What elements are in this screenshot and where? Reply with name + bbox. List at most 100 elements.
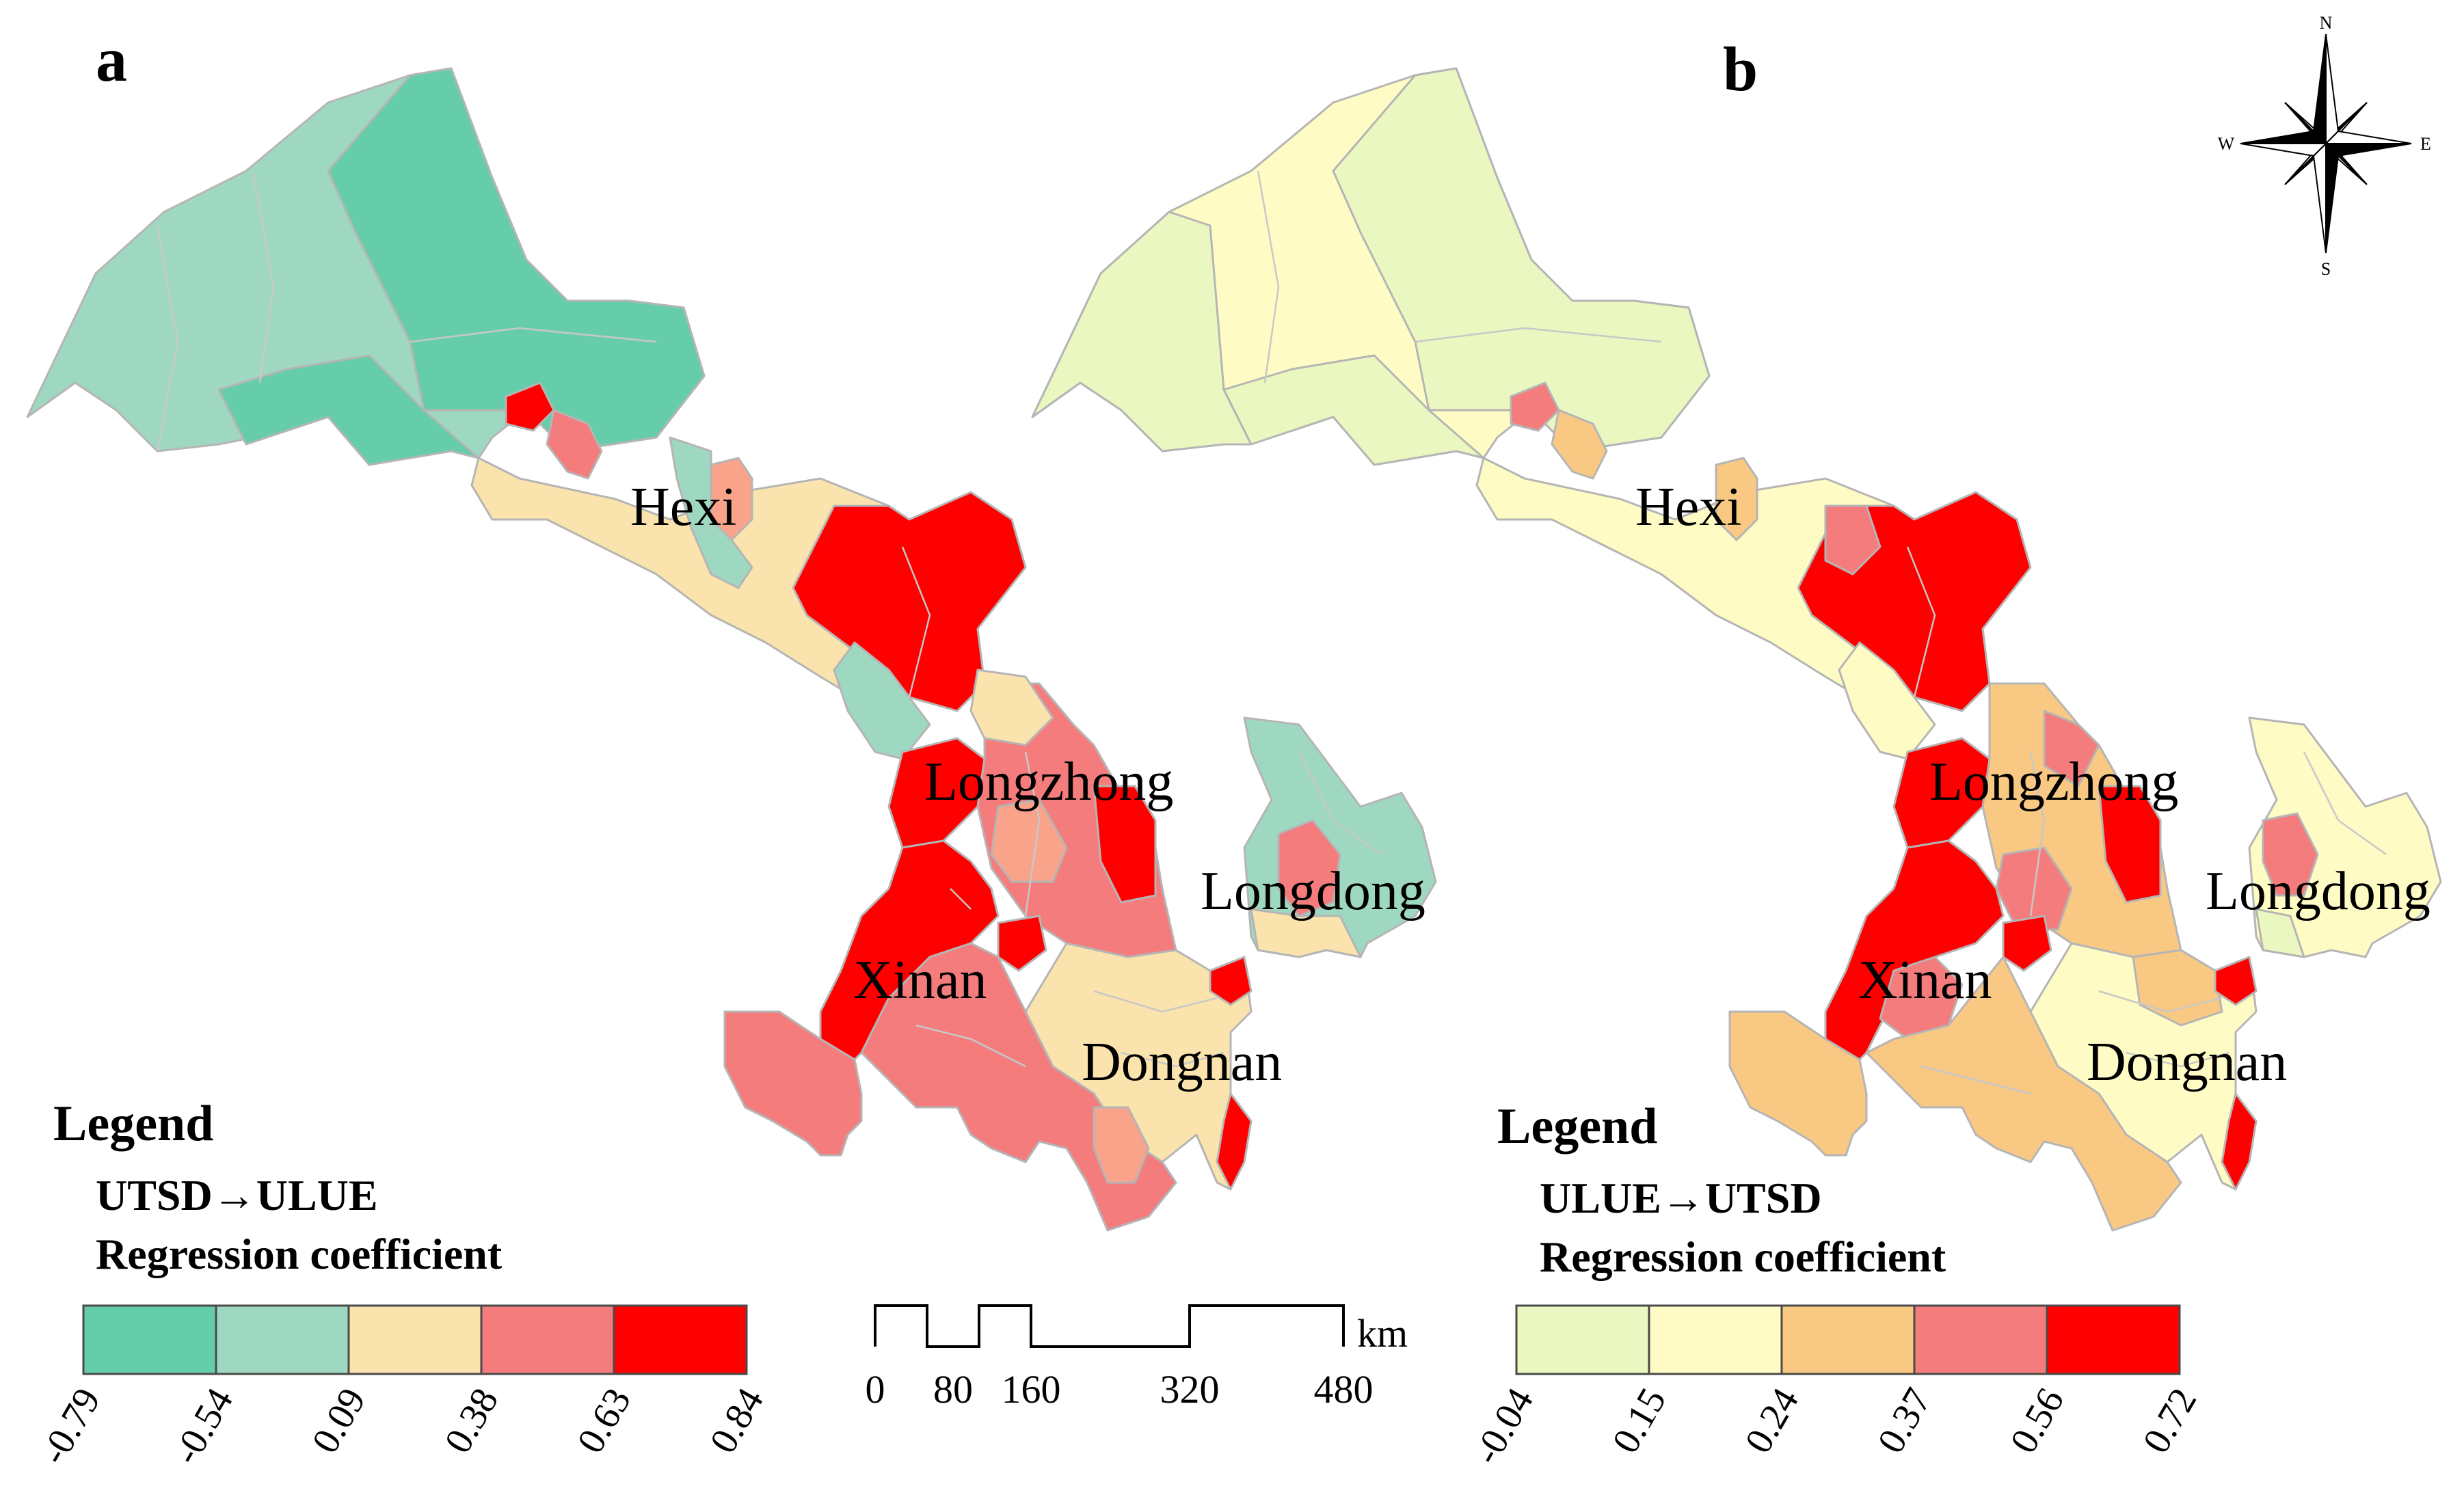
label-a-longzhong: Longzhong [924,752,1173,812]
panel-a-region-labels: Hexi Longzhong Longdong Xinan Dongnan [630,477,1425,1092]
legend-b-swatch-5 [2046,1304,2181,1375]
scale-tick-320: 320 [1160,1367,1220,1412]
region-b-hexi-orange-2 [1715,457,1758,541]
scale-tick-0: 0 [866,1367,885,1412]
panel-b-region-labels: Hexi Longzhong Longdong Xinan Dongnan [1635,477,2430,1092]
region-b-longdong-green [2255,908,2305,958]
legend-a: Legend UTSD→ULUE Regression coefficient … [32,1096,772,1472]
region-b-hexi-pink-tip [1510,381,1560,432]
legend-b-tick-1: -0.04 [1465,1381,1542,1472]
region-b-dongnan-orange [2132,949,2223,1027]
label-b-longzhong: Longzhong [1929,752,2178,812]
region-b-hexi-green-3 [1222,354,1485,466]
region-b-dongnan-red-east [2221,1092,2258,1191]
region-b-sw-lobe [1728,1010,1868,1157]
panel-b-county-lines [1257,170,2387,1095]
scale-tick-160: 160 [1002,1367,1061,1412]
label-a-hexi: Hexi [630,477,737,537]
region-b-longdong [2248,716,2442,958]
region-b-longzhong-pink [1824,504,1882,576]
region-b-south-orange [1865,956,2182,1232]
label-b-dongnan: Dongnan [2087,1032,2287,1092]
legend-a-tick-4: 0.38 [437,1381,507,1461]
legend-a-swatch-1 [82,1304,217,1375]
region-a-hexi-pink-1 [546,409,603,480]
legend-b-direction: ULUE→UTSD [1540,1174,1822,1222]
legend-b-tick-6: 0.72 [2135,1381,2206,1461]
north-arrow: N S E W [2218,13,2431,279]
label-a-xinan: Xinan [853,950,987,1010]
label-a-longdong: Longdong [1201,861,1425,921]
legend-a-tick-6: 0.84 [702,1381,773,1461]
label-b-hexi: Hexi [1635,477,1742,537]
region-b-hexi-orange-1 [1551,409,1608,480]
region-a-dongnan-red-east [1216,1092,1253,1191]
region-a-sw-lobe [723,1010,863,1157]
region-a-longdong-pink [1277,819,1341,917]
scale-tick-80: 80 [933,1367,973,1412]
legend-b-tick-2: 0.15 [1605,1381,1675,1461]
region-a-hexi-dark-2 [217,354,480,466]
legend-b-subtitle: Regression coefficient [1540,1232,1946,1281]
panel-a-county-lines [156,170,1382,1068]
legend-a-swatch-2 [215,1304,350,1375]
panel-a-letter: a [96,25,127,94]
region-a-south-salmon [1093,1106,1150,1184]
region-b-xinan [1824,839,2005,1061]
region-a-dongnan-red [1209,956,1253,1006]
compass-w: W [2218,134,2235,154]
legend-a-swatch-3 [347,1304,483,1375]
label-b-xinan: Xinan [1858,950,1992,1010]
legend-a-tick-3: 0.09 [304,1381,375,1461]
label-b-longdong: Longdong [2206,861,2430,921]
legend-b-swatch-1 [1515,1304,1650,1375]
legend-a-ticks: -0.79 -0.54 0.09 0.38 0.63 0.84 [32,1381,772,1472]
legend-a-tick-5: 0.63 [570,1381,640,1461]
scale-bar-unit: km [1357,1311,1408,1356]
region-a-xinan-small [997,915,1047,972]
region-a-central-salmon [990,798,1068,883]
panel-b-regions [1031,67,2442,1232]
legend-b-title: Legend [1497,1098,1657,1155]
legend-b-tick-4: 0.37 [1870,1381,1940,1461]
region-b-longzhong-core [1892,737,1991,849]
legend-a-tick-2: -0.54 [165,1381,241,1472]
legend-b-swatch-3 [1780,1304,1916,1375]
region-b-hexi-green-1 [1332,67,1711,453]
panel-a-regions [26,67,1437,1232]
legend-b-tick-5: 0.56 [2003,1381,2073,1461]
panel-b-letter: b [1723,34,1758,104]
legend-b-swatch-4 [1913,1304,2048,1375]
legend-a-swatch-4 [480,1304,615,1375]
compass-e: E [2420,134,2431,154]
scale-bar-line [874,1304,1345,1348]
region-a-hexi-dark-1 [327,67,706,453]
region-b-xinan-small [2002,915,2052,972]
scale-tick-480: 480 [1314,1367,1374,1412]
compass-rose-icon [2240,33,2412,254]
region-a-central-beige [969,669,1054,746]
legend-a-swatch-5 [613,1304,748,1375]
region-a-hexi-teal-strip [669,436,753,589]
legend-a-tick-1: -0.79 [32,1381,109,1472]
legend-b-swatch-2 [1648,1304,1783,1375]
legend-b-ticks: -0.04 0.15 0.24 0.37 0.56 0.72 [1465,1381,2205,1472]
panel-a-map: a [26,25,1437,1232]
region-b-longdong-pink [2262,812,2319,897]
region-b-dongnan-red [2214,956,2258,1006]
panel-b-map: b [1031,34,2442,1232]
region-a-hexi-red-tip [505,381,555,432]
legend-a-direction: UTSD→ULUE [96,1171,378,1219]
region-b-central-pink [2043,710,2100,787]
region-a-central-red-east [1093,785,1157,904]
legend-a-title: Legend [53,1096,213,1152]
compass-n: N [2320,13,2333,33]
region-b-central-red-east [2098,785,2162,904]
legend-b-tick-3: 0.24 [1737,1381,1808,1461]
region-a-longzhong-core [887,737,986,849]
scale-bar: km 0 80 160 320 480 [866,1304,1408,1412]
compass-s: S [2321,259,2331,279]
region-a-longdong-beige [1250,908,1362,958]
label-a-dongnan: Dongnan [1082,1032,1282,1092]
